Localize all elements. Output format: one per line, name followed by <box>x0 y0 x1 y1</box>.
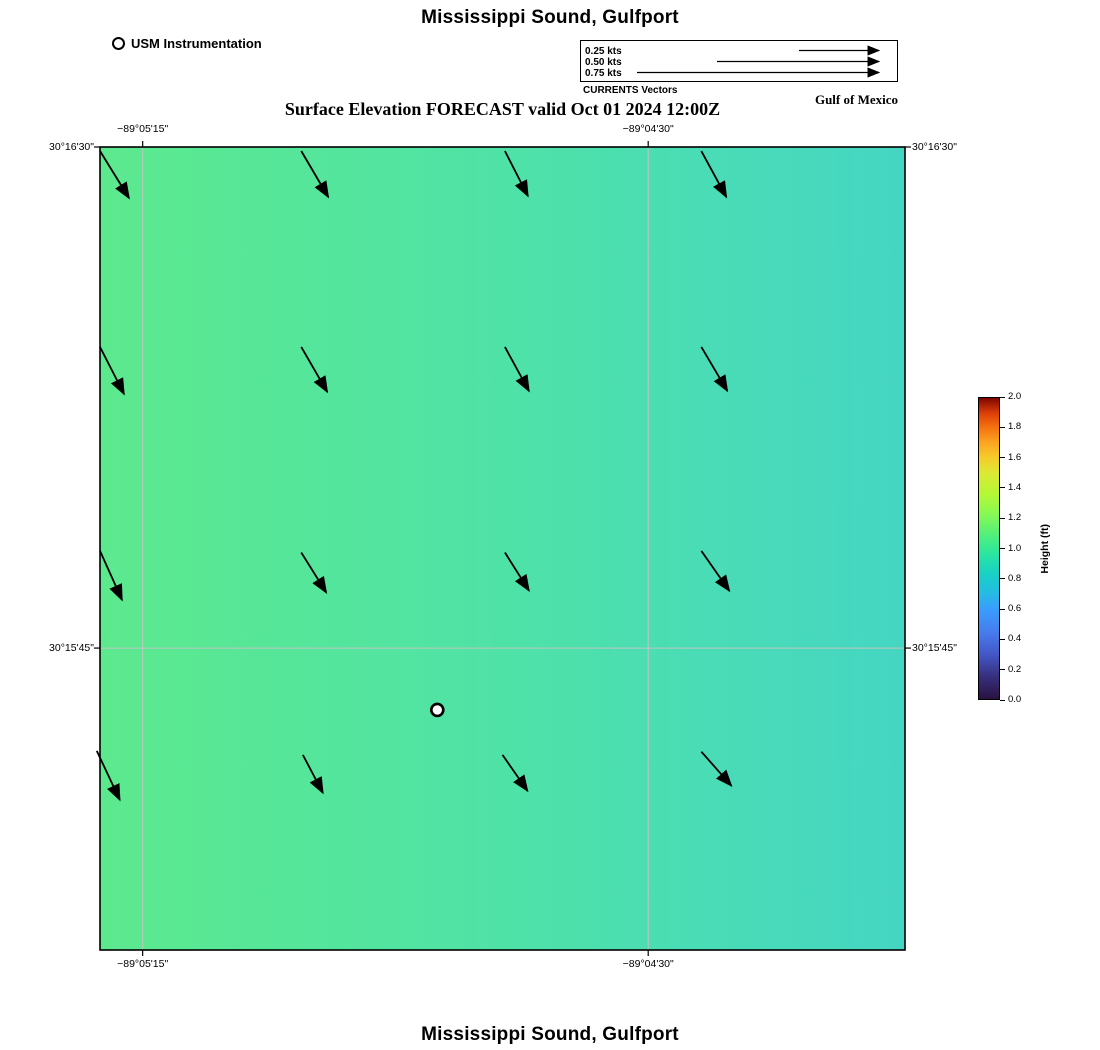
colorbar-tick <box>1000 426 1005 428</box>
current-vector-arrow <box>501 754 529 793</box>
colorbar-axis-title: Height (ft) <box>1036 397 1054 700</box>
vector-legend-speed-label: 0.25 kts <box>585 46 622 57</box>
current-vector-arrow <box>300 346 329 394</box>
current-vector-arrow <box>700 150 728 199</box>
colorbar-tick-label: 0.6 <box>1008 603 1022 615</box>
colorbar-tick <box>1000 699 1005 701</box>
x-axis-tick-label-top: −89°05'15" <box>117 123 169 135</box>
vector-scale-legend-box: 0.25 kts 0.50 kts 0.75 kts <box>580 40 898 82</box>
y-axis-tick-label-right: 30°15'45" <box>912 642 957 655</box>
colorbar-tick-label: 1.2 <box>1008 512 1022 524</box>
colorbar-tick-label: 1.6 <box>1008 451 1022 463</box>
region-label: Gulf of Mexico <box>814 92 898 107</box>
colorbar-tick <box>1000 669 1005 671</box>
x-axis-tick-label-bottom: −89°04'30" <box>622 958 674 970</box>
vector-legend-speed-label: 0.50 kts <box>585 57 622 68</box>
figure-subtitle: Surface Elevation FORECAST valid Oct 01 … <box>284 99 721 119</box>
current-vector-arrow <box>99 550 123 602</box>
colorbar-tick-label: 0.8 <box>1008 572 1022 584</box>
map-border <box>99 146 906 951</box>
current-vector-arrow <box>504 346 530 393</box>
colorbar-tick-label: 0.0 <box>1008 694 1022 705</box>
current-vector-arrow <box>300 552 328 594</box>
current-vector-arrow <box>99 346 125 396</box>
current-vector-arrow <box>99 150 130 200</box>
current-vector-arrow <box>504 552 530 592</box>
current-vector-arrow <box>700 751 733 787</box>
current-vector-arrow <box>700 550 731 593</box>
colorbar-tick <box>1000 487 1005 489</box>
colorbar-tick <box>1000 548 1005 549</box>
instrumentation-station-marker <box>429 702 445 718</box>
current-vector-arrow <box>300 150 330 199</box>
figure-title-bottom: Mississippi Sound, Gulfport <box>421 1024 679 1045</box>
y-axis-tick-label-left: 30°15'45" <box>49 642 94 655</box>
y-axis-tick-label-right: 30°16'30" <box>912 141 957 153</box>
elevation-field-map <box>100 147 905 950</box>
current-vector-arrow <box>504 150 529 198</box>
colorbar-tick <box>1000 608 1005 610</box>
x-axis-tick-label-top: −89°04'30" <box>622 123 674 135</box>
colorbar <box>978 397 1000 700</box>
colorbar-tick <box>1000 578 1005 580</box>
colorbar-tick-label: 1.0 <box>1008 542 1022 554</box>
vector-legend-caption: CURRENTS Vectors <box>583 85 678 96</box>
colorbar-tick <box>1000 517 1005 519</box>
colorbar-tick-label: 2.0 <box>1008 391 1022 402</box>
map-overlay <box>94 141 911 956</box>
current-vector-arrow <box>302 754 324 795</box>
instrumentation-legend: USM Instrumentation <box>112 36 262 51</box>
current-vector-arrow <box>700 346 729 393</box>
colorbar-axis-title-text: Height (ft) <box>1039 523 1051 574</box>
instrumentation-circle-icon <box>112 37 125 50</box>
y-axis-tick-label-left: 30°16'30" <box>49 141 94 153</box>
vector-legend-speed-label: 0.75 kts <box>585 68 622 79</box>
colorbar-tick-label: 1.8 <box>1008 421 1022 433</box>
colorbar-tick-label: 1.4 <box>1008 481 1022 493</box>
colorbar-tick <box>1000 396 1005 398</box>
colorbar-tick-label: 0.2 <box>1008 663 1022 675</box>
colorbar-tick <box>1000 457 1005 459</box>
instrumentation-legend-label: USM Instrumentation <box>131 36 262 51</box>
x-axis-tick-label-bottom: −89°05'15" <box>117 958 169 970</box>
colorbar-tick-label: 0.4 <box>1008 633 1022 645</box>
figure-title-top: Mississippi Sound, Gulfport <box>421 7 679 28</box>
colorbar-tick <box>1000 638 1005 640</box>
